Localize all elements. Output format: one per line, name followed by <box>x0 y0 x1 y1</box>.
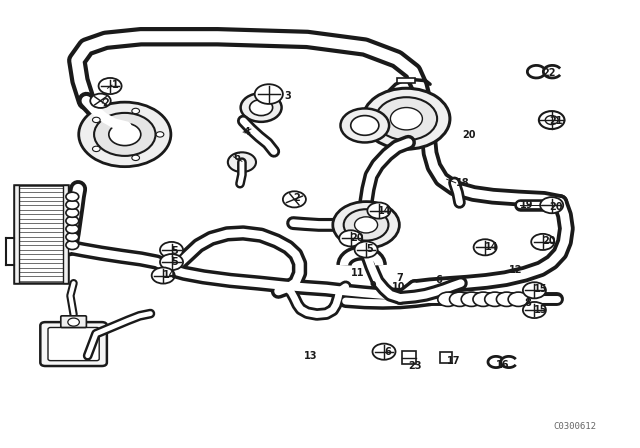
Circle shape <box>68 318 79 326</box>
Circle shape <box>461 292 482 306</box>
Text: 1: 1 <box>112 80 119 90</box>
FancyBboxPatch shape <box>440 352 452 363</box>
Circle shape <box>497 292 517 306</box>
Text: 18: 18 <box>456 178 469 188</box>
Circle shape <box>66 192 79 201</box>
Text: 20: 20 <box>549 202 563 212</box>
Circle shape <box>79 102 171 167</box>
Circle shape <box>523 282 546 298</box>
Circle shape <box>250 99 273 116</box>
Circle shape <box>228 152 256 172</box>
Circle shape <box>132 155 140 160</box>
Circle shape <box>539 111 564 129</box>
Circle shape <box>66 233 79 241</box>
Circle shape <box>376 97 437 140</box>
FancyBboxPatch shape <box>402 351 416 364</box>
Text: 16: 16 <box>496 360 509 370</box>
Text: 7: 7 <box>397 273 404 283</box>
FancyBboxPatch shape <box>61 316 86 327</box>
Text: 4: 4 <box>243 127 250 137</box>
Circle shape <box>344 209 388 241</box>
Circle shape <box>156 132 164 137</box>
Circle shape <box>351 116 379 135</box>
Circle shape <box>93 146 100 151</box>
Circle shape <box>66 208 79 217</box>
Circle shape <box>255 84 283 104</box>
Circle shape <box>94 113 156 156</box>
Circle shape <box>508 292 529 306</box>
Circle shape <box>93 117 100 123</box>
Text: 17: 17 <box>447 356 460 366</box>
Text: C0300612: C0300612 <box>553 422 596 431</box>
Circle shape <box>355 241 378 258</box>
Circle shape <box>367 202 390 219</box>
Circle shape <box>438 292 458 306</box>
Text: 15: 15 <box>534 305 548 315</box>
Circle shape <box>90 94 111 108</box>
Text: 9: 9 <box>370 281 377 291</box>
Text: 10: 10 <box>392 282 405 292</box>
Circle shape <box>355 217 378 233</box>
FancyBboxPatch shape <box>63 185 68 283</box>
Circle shape <box>99 78 122 94</box>
Circle shape <box>540 197 563 213</box>
Text: 8: 8 <box>525 298 532 308</box>
Circle shape <box>339 230 362 246</box>
Circle shape <box>241 93 282 122</box>
Text: 20: 20 <box>543 236 556 246</box>
Circle shape <box>363 88 450 149</box>
Text: 20: 20 <box>462 130 476 140</box>
Circle shape <box>390 108 422 130</box>
Circle shape <box>340 108 389 142</box>
Circle shape <box>484 292 505 306</box>
Circle shape <box>109 123 141 146</box>
Text: 23: 23 <box>408 361 422 371</box>
FancyBboxPatch shape <box>14 185 19 283</box>
Circle shape <box>66 216 79 225</box>
FancyBboxPatch shape <box>48 327 99 361</box>
Text: 21: 21 <box>549 116 563 126</box>
Circle shape <box>473 292 493 306</box>
Circle shape <box>372 344 396 360</box>
Circle shape <box>531 234 554 250</box>
Circle shape <box>523 302 546 318</box>
Circle shape <box>160 254 183 270</box>
Circle shape <box>449 292 470 306</box>
Circle shape <box>66 200 79 209</box>
FancyBboxPatch shape <box>14 185 68 283</box>
Text: 12: 12 <box>509 265 522 275</box>
Text: 22: 22 <box>543 68 556 78</box>
Circle shape <box>474 239 497 255</box>
Circle shape <box>66 224 79 233</box>
Text: 2: 2 <box>293 193 300 203</box>
Text: 5: 5 <box>366 244 373 254</box>
Circle shape <box>66 241 79 250</box>
Circle shape <box>152 267 175 284</box>
Text: 3: 3 <box>285 91 292 101</box>
FancyBboxPatch shape <box>40 322 107 366</box>
Text: 15: 15 <box>534 284 548 294</box>
Circle shape <box>160 242 183 258</box>
Text: 14: 14 <box>378 207 391 216</box>
Text: 14: 14 <box>485 242 499 252</box>
Text: 11: 11 <box>351 268 364 278</box>
Text: 6: 6 <box>234 152 241 162</box>
Text: 6: 6 <box>384 347 391 357</box>
Text: 14: 14 <box>163 270 177 280</box>
Circle shape <box>333 202 399 248</box>
Circle shape <box>132 108 140 114</box>
Circle shape <box>283 191 306 207</box>
FancyBboxPatch shape <box>397 78 415 83</box>
Text: 6: 6 <box>435 275 442 285</box>
Circle shape <box>545 116 558 125</box>
Text: 13: 13 <box>304 351 317 361</box>
Text: 5: 5 <box>172 257 179 267</box>
Text: 5: 5 <box>172 246 179 256</box>
Text: 20: 20 <box>351 233 364 243</box>
Text: 2: 2 <box>102 98 109 108</box>
Text: 19: 19 <box>520 200 533 210</box>
